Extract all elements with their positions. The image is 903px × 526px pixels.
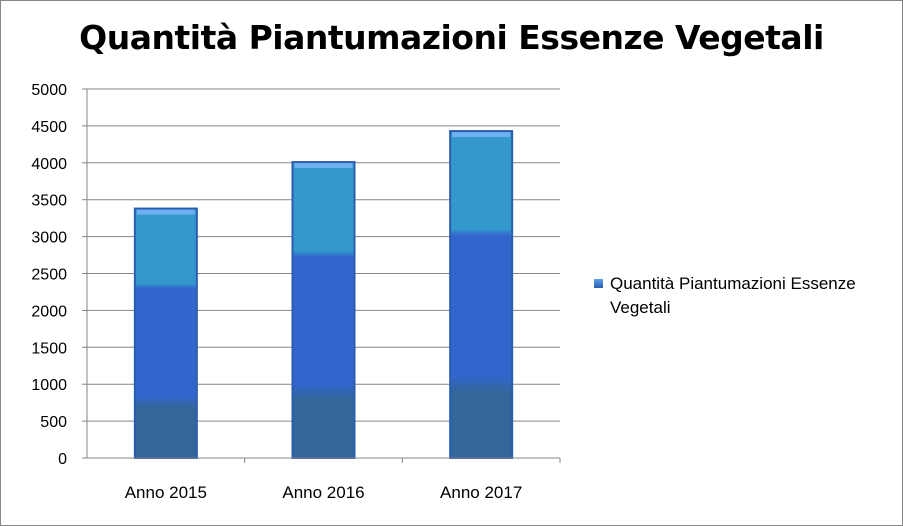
y-tick-label: 0	[58, 451, 67, 468]
y-tick-label: 3000	[31, 230, 67, 247]
y-tick-label: 500	[40, 414, 67, 431]
y-tick-label: 5000	[31, 82, 67, 99]
legend: Quantità Piantumazioni Essenze Vegetali	[594, 272, 894, 320]
bar-top-bevel	[452, 132, 511, 138]
legend-swatch	[594, 279, 603, 288]
y-tick-label: 4000	[31, 156, 67, 173]
bar	[133, 207, 198, 459]
bar-top-bevel	[136, 209, 195, 215]
x-tick-label: Anno 2015	[125, 483, 207, 502]
y-tick-label: 1000	[31, 377, 67, 394]
y-tick-label: 1500	[31, 340, 67, 357]
bar-top-bevel	[294, 163, 353, 169]
bar	[449, 130, 514, 459]
y-tick-label: 2500	[31, 267, 67, 284]
y-tick-label: 3500	[31, 193, 67, 210]
legend-label: Quantità Piantumazioni Essenze Vegetali	[610, 274, 856, 317]
bar	[291, 161, 356, 459]
x-tick-label: Anno 2017	[440, 483, 522, 502]
chart-title: Quantità Piantumazioni Essenze Vegetali	[79, 18, 824, 57]
x-tick-label: Anno 2016	[282, 483, 364, 502]
y-tick-label: 2000	[31, 303, 67, 320]
y-tick-label: 4500	[31, 119, 67, 136]
